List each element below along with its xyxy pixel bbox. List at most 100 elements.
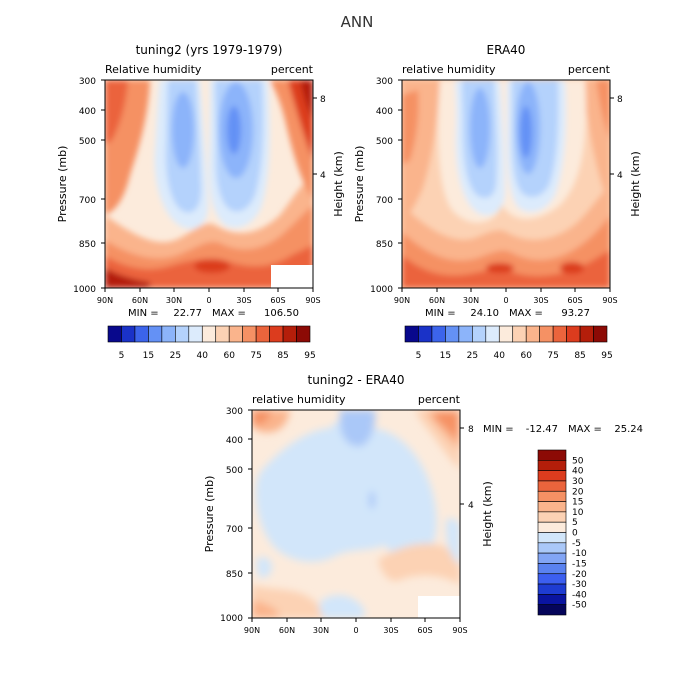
colorbar-label: -40 [572, 590, 587, 600]
colorbar-swatch [255, 325, 270, 343]
field-blob-positive-upper-left-2 [252, 410, 272, 425]
colorbar-label: 40 [494, 351, 506, 361]
field-blob-nh-dry-3 [172, 92, 194, 168]
y-tick-label: 500 [226, 466, 243, 476]
x-tick-label: 30S [533, 296, 548, 305]
panel-model-title: tuning2 (yrs 1979-1979) [136, 43, 283, 57]
panel-model-units-label: percent [271, 63, 314, 76]
field-blob-sh-core [560, 262, 584, 274]
y-tick-label: 850 [226, 570, 243, 580]
x-tick-label: 60S [567, 296, 582, 305]
min-label: MIN = [128, 308, 159, 319]
colorbar-swatch [539, 325, 554, 343]
colorbar-swatch [537, 521, 567, 533]
colorbar-swatch [537, 480, 567, 492]
colorbar-label: 5 [119, 351, 125, 361]
colorbar-swatch [537, 563, 567, 575]
colorbar-swatch [134, 325, 149, 343]
field-blob-nh-dry-3 [470, 88, 490, 168]
field-blob-negative-center-speck [369, 491, 375, 509]
x-tick-label: 90S [602, 296, 617, 305]
panel-reanalysis-y-axis: 300 400 500 700 850 1000 [370, 77, 393, 295]
panel-model-stats: MIN = 22.77 MAX = 106.50 [128, 308, 299, 319]
colorbar-swatch [537, 552, 567, 564]
colorbar-label: 40 [572, 467, 584, 477]
colorbar-swatch [593, 325, 608, 343]
field-blob-sh-dry-4 [227, 106, 241, 154]
colorbar-swatch [161, 325, 176, 343]
field-blob-positive-lower-right [378, 543, 460, 585]
colorbar-swatch [485, 325, 500, 343]
field-blob-positive-surface-left [252, 600, 280, 618]
panel-difference-x-axis: 90N 60N 30N 0 30S 60S 90S [244, 626, 468, 635]
x-tick-label: 60S [270, 296, 285, 305]
panel-difference-y-label: Pressure (mb) [203, 476, 216, 553]
figure-title: ANN [341, 13, 374, 31]
x-tick-label: 60S [417, 626, 432, 635]
field-blob-east-core [194, 259, 230, 273]
colorbar-label: -15 [572, 559, 587, 569]
colorbar-swatch [458, 325, 473, 343]
min-value: 22.77 [173, 308, 202, 319]
colorbar-label: 85 [277, 351, 288, 361]
y-tick-label: 700 [226, 525, 243, 535]
colorbar-swatch [537, 501, 567, 513]
max-label: MAX = [212, 308, 246, 319]
panel-difference-units-label: percent [418, 393, 461, 406]
panel-model-missing-data [271, 265, 313, 288]
colorbar-swatch [537, 449, 567, 461]
colorbar-swatch [121, 325, 136, 343]
y2-tick-label: 8 [320, 95, 326, 105]
colorbar-label: 15 [572, 498, 583, 508]
y-tick-label: 300 [79, 77, 96, 87]
panel-reanalysis-field [402, 80, 610, 288]
colorbar-label: 5 [416, 351, 422, 361]
y-tick-label: 700 [376, 196, 393, 206]
colorbar-label: 25 [467, 351, 478, 361]
colorbar-label: -30 [572, 580, 587, 590]
colorbar-label: 95 [304, 351, 315, 361]
colorbar-swatch [537, 490, 567, 502]
field-blob-nh-core [486, 263, 514, 273]
field-blob-negative-upper [340, 410, 376, 447]
colorbar-swatch [201, 325, 217, 343]
field-blob-negative-main [255, 416, 437, 562]
colorbar-label: 60 [223, 351, 235, 361]
colorbar-label: 30 [572, 477, 584, 487]
colorbar-swatch [512, 325, 527, 343]
panel-difference-y2-label: Height (km) [481, 481, 494, 547]
colorbar-swatch [537, 460, 567, 471]
colorbar-swatch [537, 470, 567, 482]
colorbar-label: 40 [197, 351, 209, 361]
x-tick-label: 0 [206, 296, 211, 305]
panel-reanalysis: ERA40 relative humidity percent [353, 43, 642, 361]
colorbar-swatch [431, 325, 446, 343]
colorbar-swatch [552, 325, 567, 343]
field-blob-surface-core [105, 268, 150, 288]
colorbar-swatch [242, 325, 257, 343]
panel-reanalysis-variable-label: relative humidity [402, 63, 496, 76]
y-tick-label: 850 [79, 240, 96, 250]
colorbar-swatch [404, 325, 419, 343]
field-blob-sh-dry-4 [520, 106, 532, 158]
colorbar-label: 95 [601, 351, 612, 361]
max-value: 106.50 [264, 308, 299, 319]
panel-model-y-label: Pressure (mb) [56, 146, 69, 223]
panel-difference-variable-label: relative humidity [252, 393, 346, 406]
colorbar-label: -10 [572, 549, 587, 559]
panel-reanalysis-title: ERA40 [487, 43, 526, 57]
panel-reanalysis-x-axis: 90N 60N 30N 0 30S 60S 90S [394, 296, 618, 305]
field-blob-positive-upper-right-3 [435, 412, 458, 440]
x-tick-label: 90N [394, 296, 410, 305]
colorbar-label: 20 [572, 487, 584, 497]
colorbar-label: 5 [572, 518, 578, 528]
field-blob-right-upper-2 [596, 80, 610, 140]
min-value: 24.10 [470, 308, 499, 319]
x-tick-label: 60N [132, 296, 148, 305]
y2-tick-label: 8 [468, 425, 474, 435]
field-blob-negative-right-edge [446, 518, 460, 565]
panel-model-x-axis: 90N 60N 30N 0 30S 60S 90S [97, 296, 321, 305]
colorbar-swatch [148, 325, 163, 343]
